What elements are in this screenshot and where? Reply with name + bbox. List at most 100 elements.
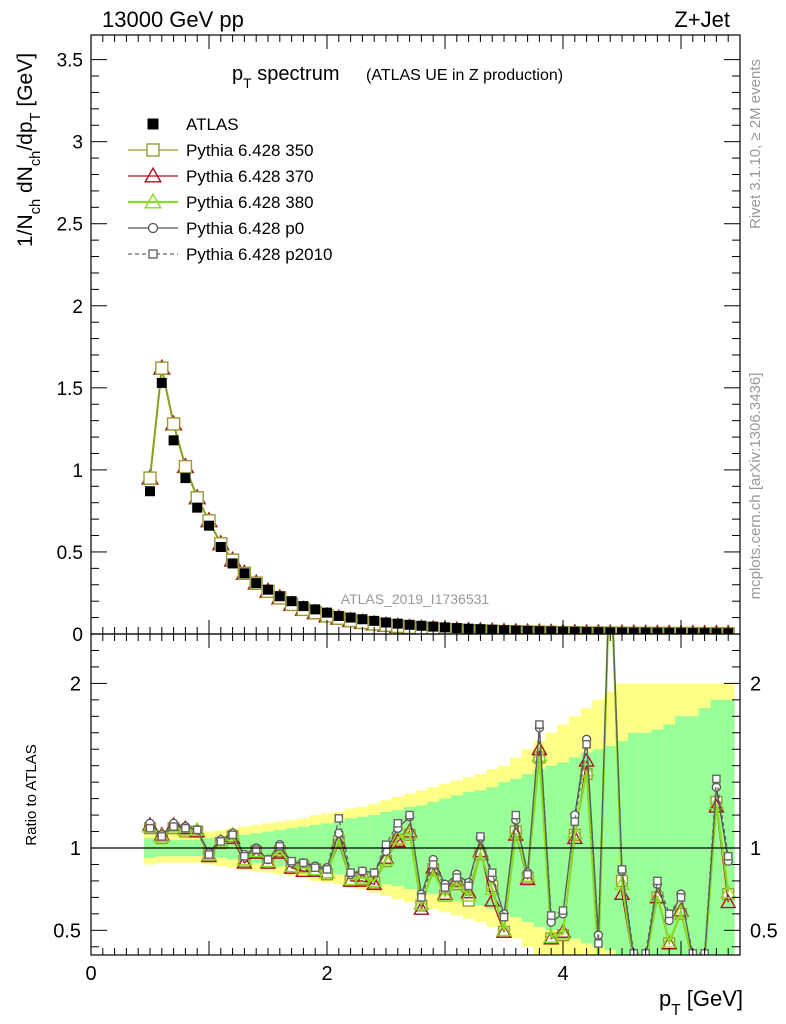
ratio-y-tick-label: 2: [750, 673, 761, 695]
ratio-point: [358, 866, 367, 876]
data-point: [263, 584, 273, 595]
ratio-point: [417, 893, 426, 902]
ratio-panel: [91, 545, 740, 969]
data-point: [168, 435, 179, 446]
ratio-point: [499, 912, 509, 922]
ratio-point: [365, 875, 383, 891]
ratio-point: [145, 823, 155, 833]
ratio-point: [644, 953, 647, 955]
ratio-y-tick-label: 0.5: [750, 920, 778, 942]
data-point: [239, 568, 250, 579]
ratio-point: [645, 954, 646, 955]
data-point: [180, 473, 191, 484]
ratio-point: [369, 868, 379, 877]
band-inner-bin: [627, 732, 641, 955]
ratio-point: [287, 856, 296, 866]
ratio-point: [401, 824, 418, 840]
ratio-point: [389, 832, 407, 848]
ratio-point: [653, 876, 662, 886]
ratio-point: [603, 545, 617, 557]
ratio-point: [354, 869, 371, 884]
ratio-point: [704, 954, 705, 955]
ratio-point: [703, 953, 706, 955]
rivet-label: Rivet 3.1.10, ≥ 2M events: [747, 59, 764, 229]
ratio-line: [149, 634, 729, 955]
data-point: [333, 610, 344, 621]
ratio-y-tick-label: 0.5: [53, 920, 81, 942]
energy-label: 13000 GeV pp: [102, 7, 244, 32]
ratio-point: [487, 868, 497, 877]
y-axis-label: 1/Nch dNch/dpT [GeV]: [14, 53, 44, 247]
legend-marker: [146, 143, 160, 157]
ratio-point: [633, 954, 634, 955]
y-tick-label: 2.5: [57, 215, 83, 236]
main-title: pT spectrum (ATLAS UE in Z production): [232, 63, 563, 91]
legend-marker: [148, 249, 158, 259]
ratio-point: [523, 870, 532, 879]
ratio-point: [334, 814, 344, 823]
legend-marker: [143, 192, 163, 209]
ratio-point: [413, 895, 430, 910]
ratio-y-tick-label: 1: [750, 838, 761, 860]
mc-point: [190, 491, 204, 505]
data-point: [251, 578, 262, 589]
ratio-point: [692, 954, 693, 955]
ratio-point: [542, 928, 560, 943]
band-inner-bin: [686, 716, 700, 955]
ratio-point: [511, 810, 521, 820]
ratio-point: [691, 953, 694, 955]
ratio-point: [342, 872, 359, 887]
legend-label: Pythia 6.428 p0: [186, 219, 304, 238]
ratio-point: [330, 831, 348, 846]
ratio-point: [310, 863, 320, 873]
ratio-point: [535, 720, 544, 729]
ratio-point: [322, 865, 332, 874]
ratio-point: [597, 953, 600, 955]
ratio-point: [240, 851, 249, 861]
ratio-point: [381, 840, 391, 850]
ratio-point: [464, 881, 473, 891]
ratio-point: [216, 837, 226, 846]
ratio-point: [436, 887, 454, 902]
ratio-point: [428, 860, 438, 869]
title-sub: (ATLAS UE in Z production): [366, 67, 563, 84]
mc-point: [166, 417, 181, 431]
data-point: [381, 617, 391, 628]
data-point: [345, 612, 356, 623]
ratio-point: [413, 900, 430, 915]
ratio-y-tick-label: 1: [70, 838, 81, 860]
ratio-point: [169, 822, 178, 831]
process-label: Z+Jet: [674, 7, 730, 32]
band-inner-bin: [663, 724, 676, 955]
ratio-point: [228, 830, 237, 840]
legend-marker: [143, 166, 163, 183]
ratio-point: [628, 958, 639, 969]
ratio-point: [263, 855, 273, 864]
legend-label: Pythia 6.428 p2010: [186, 245, 333, 264]
ratio-point: [275, 842, 285, 851]
ratio-point: [299, 858, 308, 868]
ratio-point: [251, 845, 261, 854]
ratio-point: [157, 832, 167, 841]
ratio-point: [546, 911, 556, 920]
ratio-point: [476, 832, 485, 841]
ratio-point: [607, 548, 614, 555]
ratio-point: [393, 819, 403, 828]
ratio-point: [632, 953, 635, 955]
ratio-axis-label: Ratio to ATLAS: [23, 744, 40, 845]
ratio-point: [181, 823, 190, 833]
mc-point: [143, 471, 157, 485]
data-point: [369, 615, 380, 626]
title-main: pT spectrum: [232, 63, 340, 91]
ratio-point: [719, 893, 737, 909]
ratio-point: [342, 870, 359, 886]
legend-marker: [147, 118, 159, 130]
ratio-point: [365, 872, 383, 887]
ratio-point: [566, 829, 584, 845]
ratio-point: [603, 545, 617, 557]
legend-marker: [147, 222, 159, 234]
ratio-point: [594, 939, 603, 948]
ratio-point: [236, 854, 253, 869]
ratio-point: [204, 850, 214, 859]
y-tick-label: 3.5: [57, 51, 83, 72]
